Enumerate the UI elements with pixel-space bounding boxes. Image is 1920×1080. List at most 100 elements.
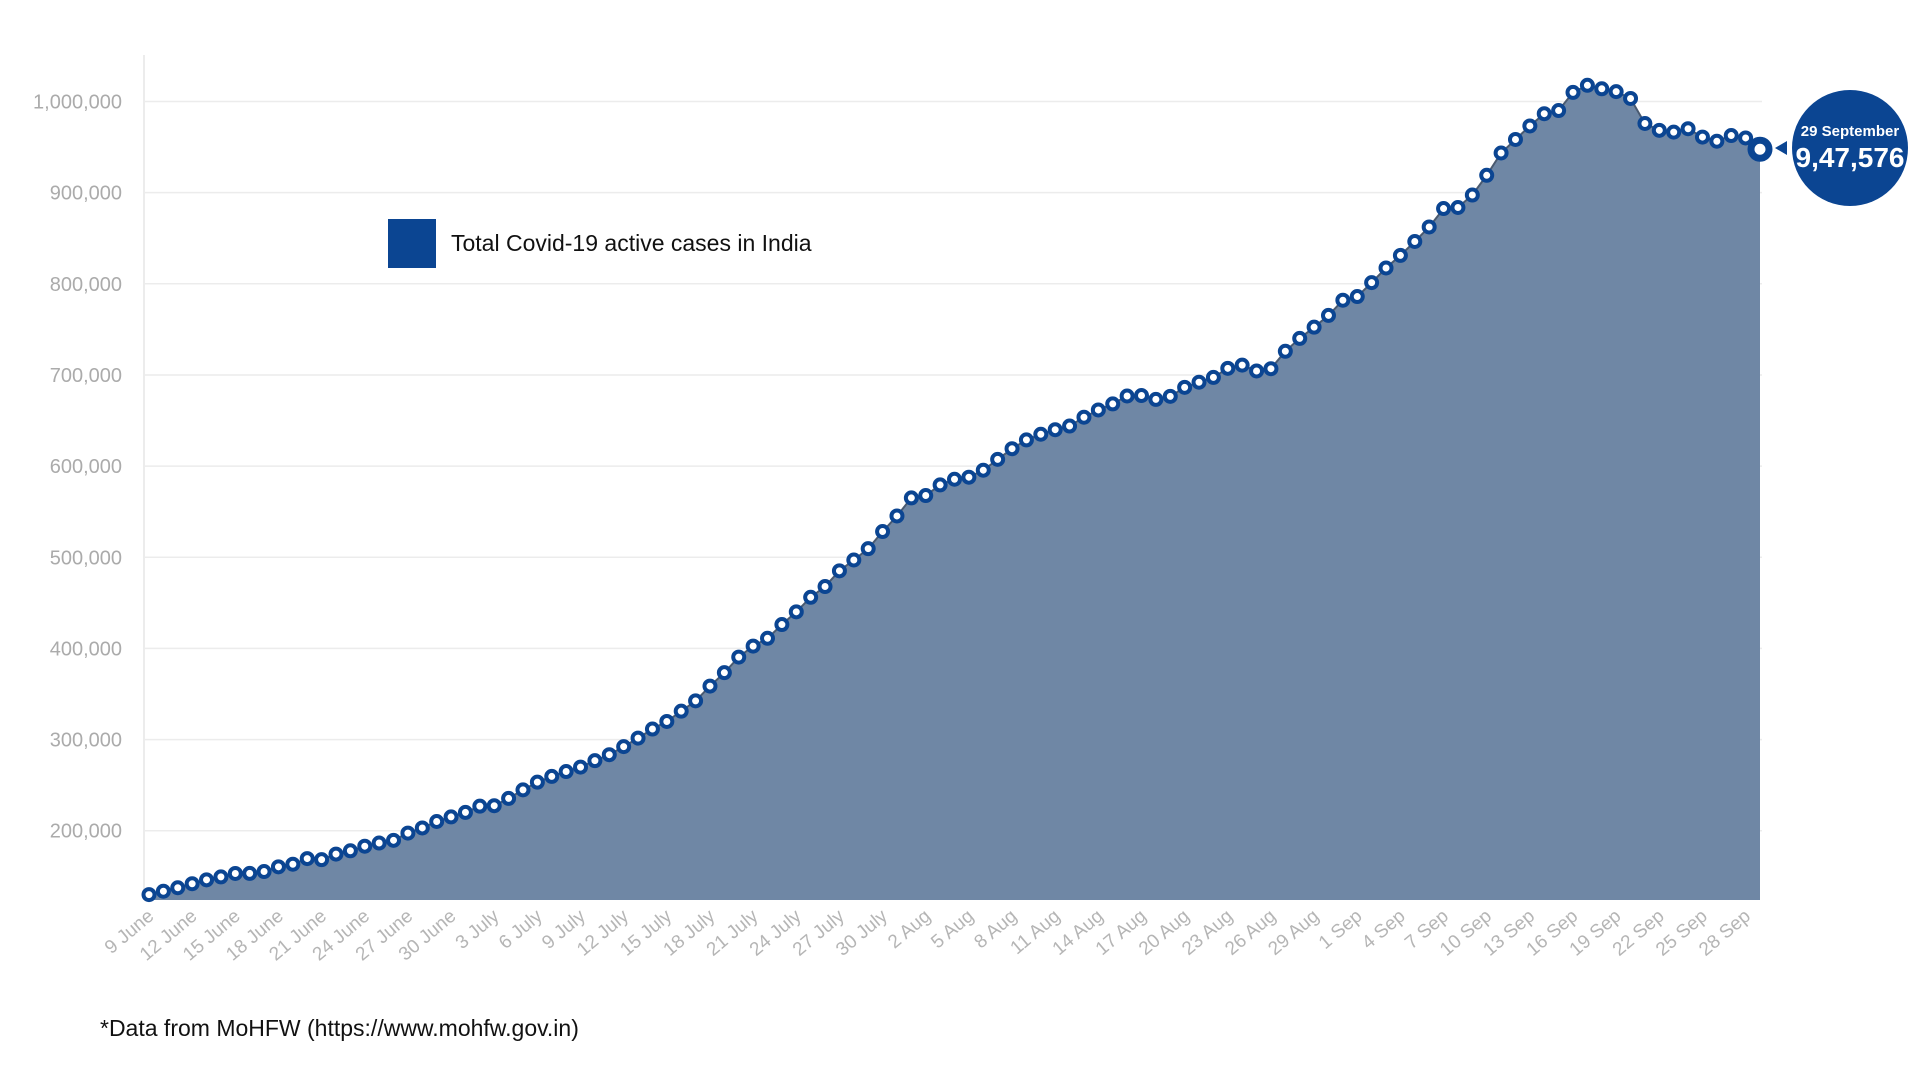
data-point [1047,422,1063,438]
data-point [702,678,718,694]
data-point [731,649,747,665]
legend-swatch [388,219,436,268]
data-point [1608,84,1624,100]
data-point [1018,432,1034,448]
data-point [1637,115,1653,131]
data-point [1133,388,1149,404]
data-point [1565,84,1581,100]
data-point [414,820,430,836]
data-point [256,864,272,880]
data-point [501,790,517,806]
data-point [184,876,200,892]
legend: Total Covid-19 active cases in India [388,219,812,268]
data-point [1205,369,1221,385]
y-tick-label: 300,000 [50,730,122,752]
y-tick-label: 200,000 [50,821,122,843]
data-point [1162,388,1178,404]
y-tick-label: 600,000 [50,456,122,478]
data-point [630,730,646,746]
data-point [961,469,977,485]
data-point [1522,118,1538,134]
data-point [1579,77,1595,93]
data-point [1551,103,1567,119]
data-point [1177,379,1193,395]
data-point [1680,121,1696,137]
data-point [1364,275,1380,291]
callout-pointer-icon [1775,141,1787,155]
y-tick-label: 800,000 [50,274,122,296]
data-point [141,887,157,903]
x-tick-label: 1 Sep [1315,906,1367,954]
data-point [918,488,934,504]
data-point [1335,292,1351,308]
data-point [932,477,948,493]
data-point [199,872,215,888]
data-point [659,713,675,729]
data-point [515,782,531,798]
data-point [1709,133,1725,149]
area-fill [149,85,1760,901]
data-point [903,490,919,506]
data-point [975,462,991,478]
data-point [1623,90,1639,106]
x-tick-label: 2 Aug [884,906,935,953]
data-point [1747,136,1773,162]
data-point [889,508,905,524]
x-tick-label: 6 July [495,905,547,953]
data-point [1694,129,1710,145]
data-point [760,630,776,646]
data-point [486,798,502,814]
data-point [1119,388,1135,404]
data-point [774,617,790,633]
data-point [1493,145,1509,161]
legend-label: Total Covid-19 active cases in India [451,230,812,256]
data-point [1666,124,1682,140]
data-point [328,846,344,862]
data-point [1536,106,1552,122]
data-point [242,865,258,881]
data-point [213,869,229,885]
data-point [587,753,603,769]
data-point [1033,426,1049,442]
data-point [1464,187,1480,203]
data-point [472,798,488,814]
data-point [155,883,171,899]
source-footnote: *Data from MoHFW (https://www.mohfw.gov.… [100,1015,579,1041]
data-point [673,703,689,719]
data-point [1421,219,1437,235]
callout-value: 9,47,576 [1795,142,1905,173]
y-tick-label: 400,000 [50,638,122,660]
data-point [1738,130,1754,146]
data-point [1148,391,1164,407]
data-point [1076,409,1092,425]
data-point [947,471,962,487]
data-point [601,747,617,763]
data-point [457,804,473,820]
data-point [342,843,358,859]
data-point [1479,167,1495,183]
data-point [1062,418,1078,434]
data-point [990,451,1006,467]
data-point [875,524,891,540]
data-point [860,541,876,557]
data-point [788,604,804,620]
data-point [386,832,402,848]
data-point [400,825,416,841]
data-point [371,835,387,851]
data-point [558,764,574,780]
data-point [716,665,732,681]
data-point [1277,343,1293,359]
data-point [846,552,862,568]
data-point [1436,201,1452,217]
data-point [1392,247,1408,263]
data-point [429,813,445,829]
data-point [357,838,373,854]
data-point [299,851,315,867]
y-tick-label: 700,000 [50,365,122,387]
data-point [1105,396,1121,412]
data-point [688,693,704,709]
data-point [270,859,286,875]
data-point [1306,319,1322,335]
data-point [1191,374,1207,390]
x-tick-label: 3 July [452,905,504,953]
